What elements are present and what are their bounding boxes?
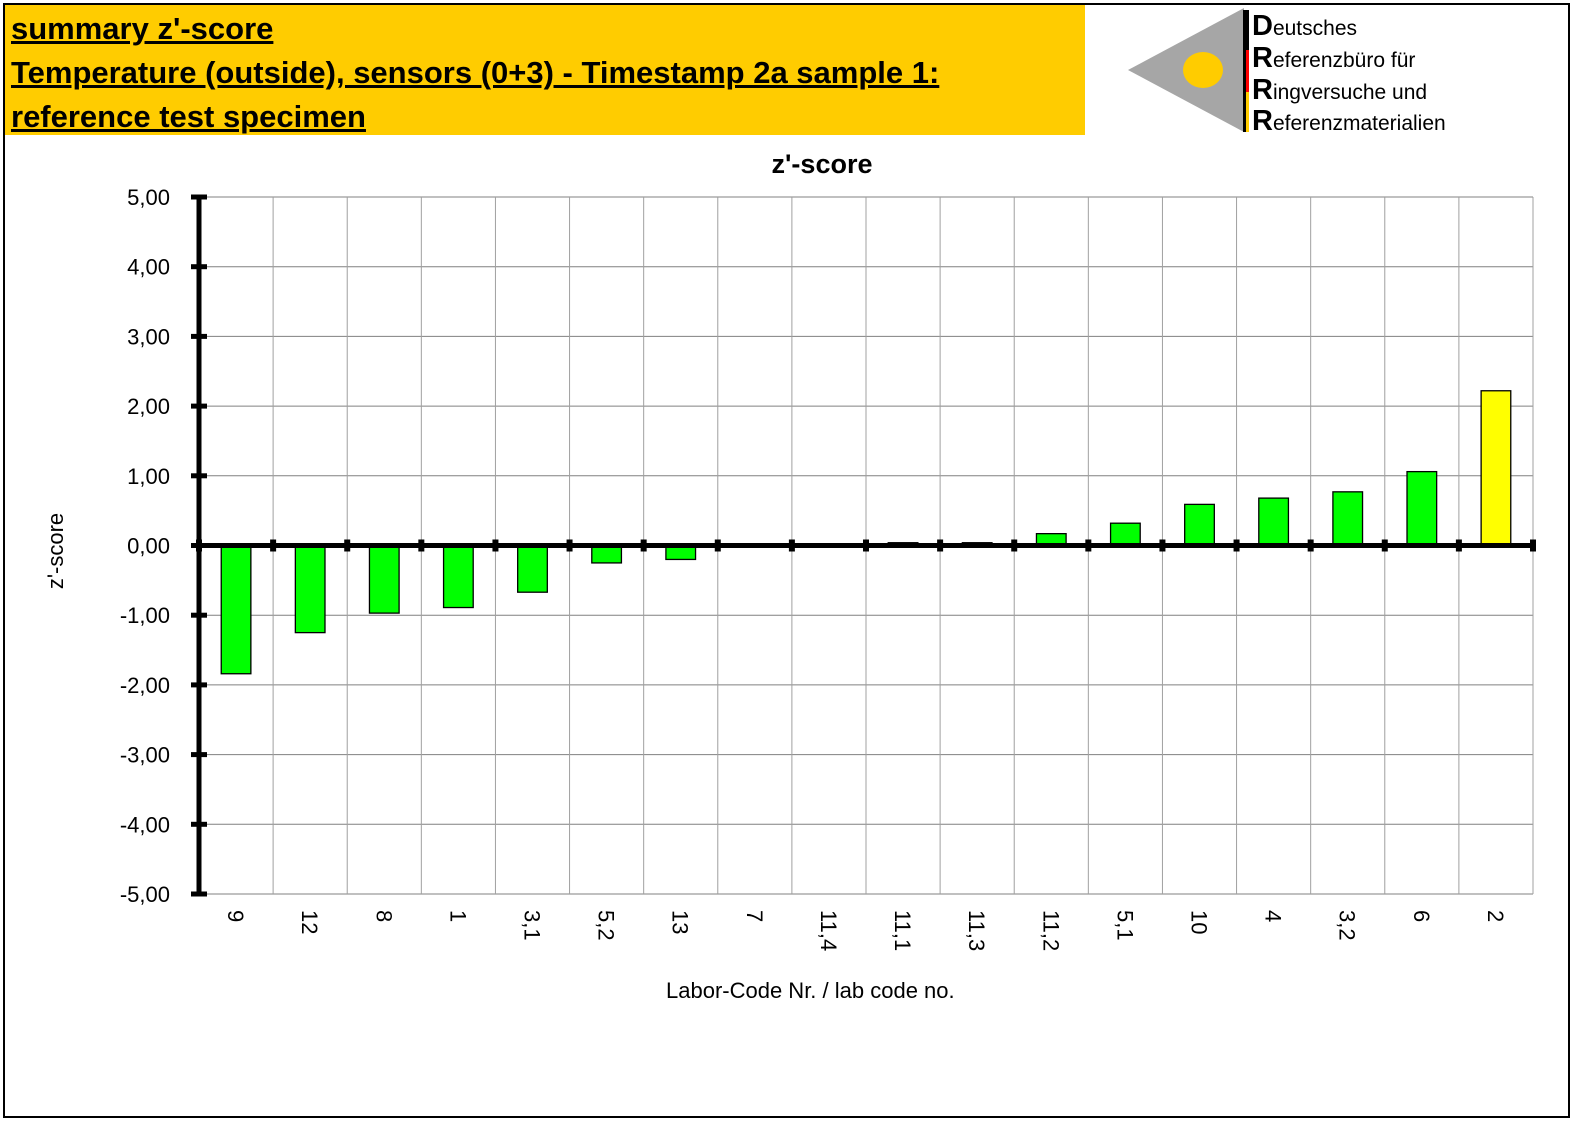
x-tick-label: 7: [742, 910, 767, 922]
header-title-line-1: summary z'-score: [11, 11, 274, 46]
report-header: summary z'-score Temperature (outside), …: [5, 5, 1085, 135]
x-tick-label: 11,3: [964, 910, 989, 951]
bar-2: [1480, 390, 1512, 547]
x-tick-label: 9: [223, 910, 248, 922]
logo-line-3: Ringversuche und: [1252, 74, 1428, 106]
y-tick-labels: 5,00 4,00 3,00 2,00 1,00 0,00 -1,00 -2,00 -3,00 -…: [120, 185, 170, 907]
y-tick-label: 1,00: [127, 464, 170, 489]
y-tick-label: -3,00: [120, 743, 170, 768]
logo-line-1: Deutsches: [1252, 10, 1358, 42]
x-tick-label: 4: [1261, 910, 1286, 922]
x-tick-label: 5,2: [594, 910, 619, 941]
y-tick-label: 2,00: [127, 394, 170, 419]
bar-9: [220, 544, 252, 675]
bar-10: [1184, 503, 1215, 547]
y-tick-label: 0,00: [127, 534, 170, 559]
x-tick-labels: 9 12 8 1 3,1 5,2 13 7 11,4 11,1 11,3 11,2 5,1 10 4 3,2 6…: [223, 910, 1508, 951]
x-tick-label: 6: [1409, 910, 1434, 922]
x-tick-label: 13: [668, 910, 693, 934]
bar-3-2: [1332, 491, 1364, 547]
bar-6: [1406, 470, 1438, 547]
x-tick-label: 10: [1187, 910, 1212, 934]
y-axis-title: z'-score: [43, 513, 68, 589]
chart-axes: [191, 194, 1536, 897]
x-tick-label: 11,1: [890, 910, 915, 951]
drrr-logo: Deutsches Referenzbüro für Ringversuche …: [1128, 8, 1488, 137]
x-tick-label: 11,2: [1038, 910, 1063, 951]
bar-1: [442, 544, 474, 609]
logo-triangle-icon: [1128, 8, 1249, 132]
y-tick-label: 4,00: [127, 255, 170, 280]
x-tick-label: 8: [371, 910, 396, 922]
y-tick-label: -1,00: [120, 603, 170, 628]
x-tick-label: 11,4: [816, 910, 841, 951]
x-tick-label: 1: [445, 910, 470, 922]
bar-8: [368, 544, 400, 614]
x-axis-title: Labor-Code Nr. / lab code no.: [666, 978, 955, 1003]
x-tick-label: 5,1: [1112, 910, 1137, 941]
page-frame: [3, 3, 1570, 1118]
x-tick-label: 3,1: [520, 910, 545, 941]
bar-12: [294, 544, 326, 634]
y-tick-label: 5,00: [127, 185, 170, 210]
chart-title: z'-score: [772, 149, 873, 179]
bar-3-1: [517, 544, 548, 593]
header-title-line-3: reference test specimen: [11, 99, 366, 134]
y-tick-label: -2,00: [120, 673, 170, 698]
y-tick-label: 3,00: [127, 324, 170, 349]
logo-line-2: Referenzbüro für: [1252, 42, 1416, 74]
bar-5-2: [591, 544, 623, 564]
logo-line-4: Referenzmaterialien: [1252, 105, 1446, 137]
x-tick-label: 12: [297, 910, 322, 934]
bar-5-1: [1109, 522, 1141, 547]
y-tick-label: -5,00: [120, 882, 170, 907]
y-tick-label: -4,00: [120, 812, 170, 837]
x-tick-label: 3,2: [1335, 910, 1360, 941]
bar-4: [1258, 497, 1290, 547]
x-tick-label: 2: [1483, 910, 1508, 922]
header-title-line-2: Temperature (outside), sensors (0+3) - T…: [11, 55, 940, 90]
